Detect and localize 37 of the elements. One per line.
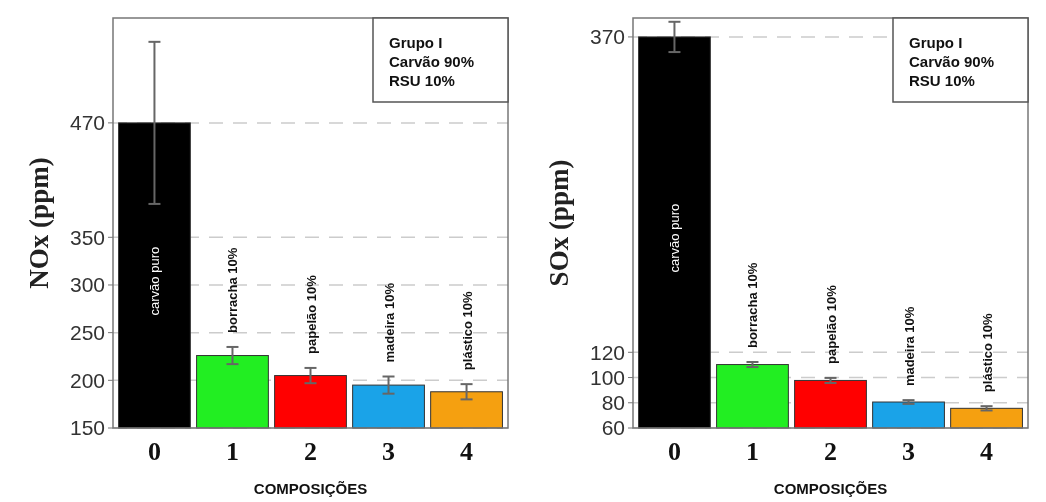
annotation: madeira 10% <box>901 306 917 387</box>
x-tick-label: 2 <box>304 437 317 466</box>
y-tick-label: 300 <box>69 273 105 297</box>
y-tick-label: 350 <box>69 225 105 249</box>
x-tick-label: 1 <box>225 437 239 466</box>
annotation: borracha 10% <box>745 262 761 349</box>
x-tick-label: 3 <box>382 437 396 466</box>
x-tick-label: 1 <box>745 437 759 466</box>
y-tick-label: 200 <box>69 368 105 392</box>
annotation: plástico 10% <box>979 312 995 393</box>
y-tick-label: 60 <box>601 416 625 440</box>
y-tick-label: 120 <box>589 340 625 364</box>
x-tick-label: 2 <box>824 437 837 466</box>
annotation: Grupo I Carvão 90% RSU 10% <box>909 34 995 89</box>
x-tick-label: 0 <box>667 437 681 466</box>
y-axis-title: SOx (ppm) <box>544 159 574 287</box>
annotation: madeira 10% <box>381 282 397 363</box>
annotation: plástico 10% <box>459 290 475 371</box>
y-tick-label: 150 <box>69 416 105 440</box>
x-tick-label: 3 <box>902 437 916 466</box>
y-axis-title: NOx (ppm) <box>24 157 54 289</box>
y-tick-label: 100 <box>589 365 625 389</box>
annotation: borracha 10% <box>225 247 241 333</box>
y-tick-label: 80 <box>601 391 625 415</box>
x-axis-title: COMPOSIÇÕES <box>773 480 888 497</box>
x-axis-title: COMPOSIÇÕES <box>253 480 368 497</box>
y-tick-label: 470 <box>69 111 105 135</box>
y-tick-label: 370 <box>589 25 625 49</box>
x-tick-label: 4 <box>460 437 474 466</box>
x-tick-label: 0 <box>147 437 161 466</box>
annotation: papelão 10% <box>823 284 839 364</box>
annotation: carvão puro <box>667 203 683 273</box>
annotation: Grupo I Carvão 90% RSU 10% <box>389 34 475 89</box>
x-tick-label: 4 <box>980 437 994 466</box>
y-tick-label: 250 <box>69 321 105 344</box>
annotation: carvão puro <box>147 246 163 316</box>
annotation: papelão 10% <box>303 274 319 354</box>
